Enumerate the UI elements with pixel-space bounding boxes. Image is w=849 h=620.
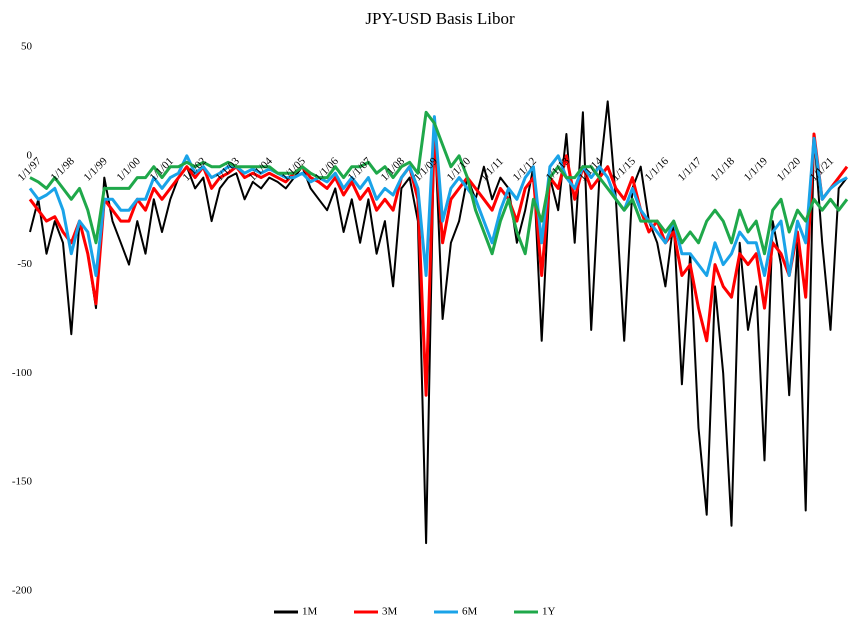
legend: 1M 3M 6M 1Y [274,606,556,618]
chart-title: JPY-USD Basis Libor [365,9,515,28]
x-tick-label: 1/1/18 [709,155,738,184]
legend-label: 1M [302,606,318,618]
x-tick-label: 1/1/17 [676,155,705,184]
x-tick-label: 1/1/00 [115,155,144,184]
legend-label: 6M [462,606,478,618]
series-line [28,115,848,277]
y-tick-label: -150 [12,476,33,488]
y-tick-label: -100 [12,367,33,379]
y-tick-label: -50 [17,258,32,270]
x-tick-label: 1/1/98 [48,155,77,184]
x-tick-label: 1/1/16 [643,155,672,184]
series-line [29,110,849,256]
y-tick-label: 0 [27,149,33,161]
legend-label: 3M [382,606,398,618]
series-line [29,100,848,545]
x-tick-label: 1/1/19 [742,155,771,184]
series-line [28,132,849,397]
y-tick-label: -200 [12,585,33,597]
x-tick-label: 1/1/99 [82,155,111,184]
legend-label: 1Y [542,606,556,618]
y-tick-label: 50 [21,41,33,53]
x-tick-label: 1/1/20 [775,155,804,184]
